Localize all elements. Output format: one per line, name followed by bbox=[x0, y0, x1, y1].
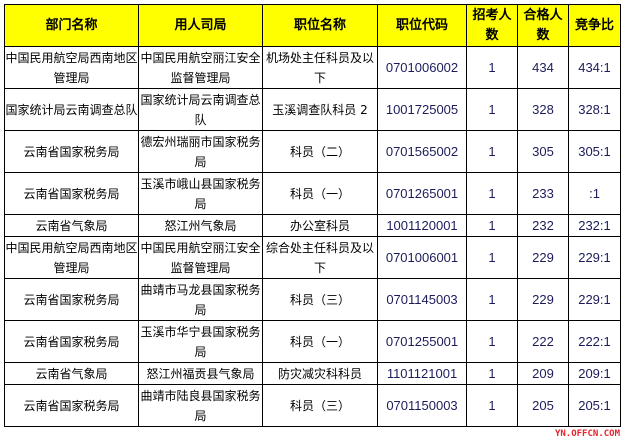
table-cell: 玉溪调查队科员 2 bbox=[262, 88, 378, 131]
table-cell: 232 bbox=[517, 214, 569, 237]
table-row: 云南省国家税务局 曲靖市马龙县国家税务局 科员（三） 0701145003 1 229 22… bbox=[4, 278, 621, 321]
table-cell: 1101121001 bbox=[377, 362, 467, 385]
table-cell: 328:1 bbox=[568, 88, 621, 131]
table-cell: 1 bbox=[466, 88, 518, 131]
table-cell: 232:1 bbox=[568, 214, 621, 237]
table-cell: 205:1 bbox=[568, 384, 621, 427]
table-cell: 防灾减灾科科员 bbox=[262, 362, 378, 385]
table-cell: 中国民用航空局西南地区管理局 bbox=[4, 236, 139, 279]
column-header: 竞争比 bbox=[568, 4, 621, 47]
table-cell: 1 bbox=[466, 236, 518, 279]
column-header: 招考人数 bbox=[466, 4, 518, 47]
table-cell: 德宏州瑞丽市国家税务局 bbox=[138, 130, 263, 173]
table-cell: 云南省国家税务局 bbox=[4, 278, 139, 321]
table-cell: 科员（三） bbox=[262, 278, 378, 321]
table-row: 云南省国家税务局 曲靖市陆良县国家税务局 科员（三） 0701150003 1 205 20… bbox=[4, 384, 621, 427]
table-cell: 云南省国家税务局 bbox=[4, 384, 139, 427]
table-cell: 434:1 bbox=[568, 46, 621, 89]
table-cell: 0701006001 bbox=[377, 236, 467, 279]
table-cell: 科员（三） bbox=[262, 384, 378, 427]
table-cell: 1 bbox=[466, 362, 518, 385]
column-header: 部门名称 bbox=[4, 4, 139, 47]
table-row: 中国民用航空局西南地区管理局 中国民用航空丽江安全监督管理局 综合处主任科员及以下 0… bbox=[4, 236, 621, 279]
table-cell: 办公室科员 bbox=[262, 214, 378, 237]
column-header: 合格人数 bbox=[517, 4, 569, 47]
table-cell: 科员（二） bbox=[262, 130, 378, 173]
table-cell: 1 bbox=[466, 320, 518, 363]
table-cell: 229:1 bbox=[568, 236, 621, 279]
table-row: 中国民用航空局西南地区管理局 中国民用航空丽江安全监督管理局 机场处主任科员及以下 0… bbox=[4, 46, 621, 89]
table-cell: 233 bbox=[517, 172, 569, 215]
table-cell: 205 bbox=[517, 384, 569, 427]
table-cell: 0701150003 bbox=[377, 384, 467, 427]
table-cell: 0701265001 bbox=[377, 172, 467, 215]
table-cell: 中国民用航空丽江安全监督管理局 bbox=[138, 236, 263, 279]
column-header: 职位名称 bbox=[262, 4, 378, 47]
table-cell: 怒江州福贡县气象局 bbox=[138, 362, 263, 385]
table-cell: 国家统计局云南调查总队 bbox=[138, 88, 263, 131]
table-cell: 玉溪市华宁县国家税务局 bbox=[138, 320, 263, 363]
table-cell: 229:1 bbox=[568, 278, 621, 321]
table-row: 云南省气象局 怒江州福贡县气象局 防灾减灾科科员 1101121001 1 209 209:… bbox=[4, 362, 621, 385]
table-cell: 222 bbox=[517, 320, 569, 363]
competition-ratio-table: 部门名称 用人司局 职位名称 职位代码 招考人数 合格人数 竞争比 中国民用航空局西南地区管… bbox=[4, 4, 621, 427]
table-cell: 云南省气象局 bbox=[4, 362, 139, 385]
column-header: 用人司局 bbox=[138, 4, 263, 47]
table-cell: 222:1 bbox=[568, 320, 621, 363]
table-cell: 1001725005 bbox=[377, 88, 467, 131]
table-cell: 曲靖市马龙县国家税务局 bbox=[138, 278, 263, 321]
table-cell: 1 bbox=[466, 130, 518, 173]
watermark-text: YN.OFFCN.COM bbox=[551, 428, 623, 440]
table-cell: 0701255001 bbox=[377, 320, 467, 363]
table-cell: 209:1 bbox=[568, 362, 621, 385]
table-cell: 229 bbox=[517, 236, 569, 279]
table-row: 云南省国家税务局 玉溪市峨山县国家税务局 科员（一） 0701265001 1 233:1 bbox=[4, 172, 621, 215]
table-cell: 科员（一） bbox=[262, 172, 378, 215]
table-cell: 云南省国家税务局 bbox=[4, 320, 139, 363]
table-cell: 305 bbox=[517, 130, 569, 173]
table-cell: 云南省气象局 bbox=[4, 214, 139, 237]
table-cell: :1 bbox=[568, 172, 621, 215]
table-cell: 209 bbox=[517, 362, 569, 385]
table-cell: 云南省国家税务局 bbox=[4, 172, 139, 215]
table-row: 云南省国家税务局 玉溪市华宁县国家税务局 科员（一） 0701255001 1 222 22… bbox=[4, 320, 621, 363]
table-cell: 中国民用航空局西南地区管理局 bbox=[4, 46, 139, 89]
table-cell: 曲靖市陆良县国家税务局 bbox=[138, 384, 263, 427]
column-header: 职位代码 bbox=[377, 4, 467, 47]
table-cell: 科员（一） bbox=[262, 320, 378, 363]
table-cell: 云南省国家税务局 bbox=[4, 130, 139, 173]
table-cell: 0701006002 bbox=[377, 46, 467, 89]
table-cell: 1 bbox=[466, 278, 518, 321]
table-cell: 机场处主任科员及以下 bbox=[262, 46, 378, 89]
table-cell: 229 bbox=[517, 278, 569, 321]
table-cell: 怒江州气象局 bbox=[138, 214, 263, 237]
table-cell: 1 bbox=[466, 172, 518, 215]
table-row: 云南省气象局 怒江州气象局 办公室科员 1001120001 1 232 232:1 bbox=[4, 214, 621, 237]
table-row: 云南省国家税务局 德宏州瑞丽市国家税务局 科员（二） 0701565002 1 305 30… bbox=[4, 130, 621, 173]
table-cell: 1 bbox=[466, 214, 518, 237]
table-cell: 434 bbox=[517, 46, 569, 89]
table-cell: 中国民用航空丽江安全监督管理局 bbox=[138, 46, 263, 89]
table-cell: 1 bbox=[466, 384, 518, 427]
table-cell: 玉溪市峨山县国家税务局 bbox=[138, 172, 263, 215]
table-cell: 328 bbox=[517, 88, 569, 131]
table-cell: 1001120001 bbox=[377, 214, 467, 237]
table-cell: 综合处主任科员及以下 bbox=[262, 236, 378, 279]
table-cell: 0701565002 bbox=[377, 130, 467, 173]
table-cell: 1 bbox=[466, 46, 518, 89]
table-row: 国家统计局云南调查总队 国家统计局云南调查总队 玉溪调查队科员 2 100172500… bbox=[4, 88, 621, 131]
table-cell: 0701145003 bbox=[377, 278, 467, 321]
table-cell: 305:1 bbox=[568, 130, 621, 173]
table-cell: 国家统计局云南调查总队 bbox=[4, 88, 139, 131]
